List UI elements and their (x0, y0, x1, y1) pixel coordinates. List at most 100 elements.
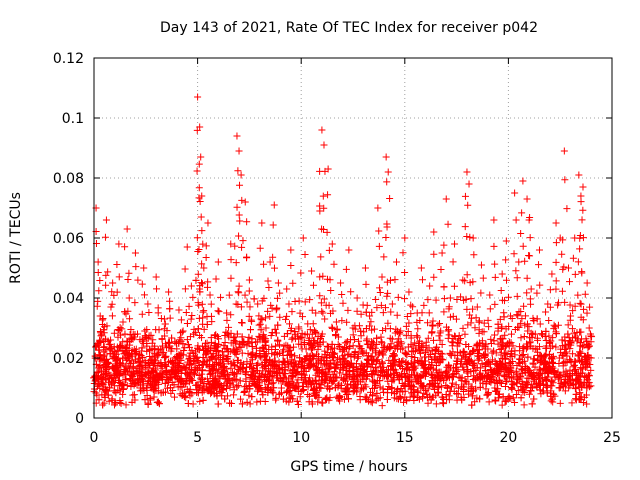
background-point (224, 379, 232, 387)
data-point-spread (377, 338, 385, 346)
data-point-spread (440, 241, 448, 249)
data-point-spread (295, 323, 303, 331)
data-point-spread (432, 296, 440, 304)
data-point-spread (375, 227, 383, 235)
background-point (442, 390, 450, 398)
data-point-spread (306, 296, 314, 304)
background-point (159, 388, 167, 396)
background-point (463, 367, 471, 375)
data-point-spread (498, 361, 506, 369)
data-point-spread (542, 359, 550, 367)
data-point-spread (529, 360, 537, 368)
background-point (196, 332, 204, 340)
data-point-spread (224, 330, 232, 338)
background-point (199, 396, 207, 404)
data-point-spread (301, 298, 309, 306)
data-point-spread (173, 362, 181, 370)
data-point-spread (436, 336, 444, 344)
data-point-spread (98, 320, 106, 328)
background-point (516, 343, 524, 351)
background-point (261, 314, 269, 322)
background-point (354, 337, 362, 345)
background-point (168, 359, 176, 367)
data-point-spread (394, 293, 402, 301)
background-point (453, 358, 461, 366)
data-point-spread (198, 300, 206, 308)
data-point-spread (571, 270, 579, 278)
data-point (567, 312, 575, 320)
data-point-spread (393, 311, 401, 319)
data-point-spread (421, 372, 429, 380)
background-point (369, 385, 377, 393)
data-point-spread (318, 307, 326, 315)
data-point-spread (108, 312, 116, 320)
data-point-spread (237, 303, 245, 311)
data-point-spread (286, 320, 294, 328)
data-point-spread (461, 223, 469, 231)
background-point (314, 358, 322, 366)
data-point-spread (309, 337, 317, 345)
background-point (495, 394, 503, 402)
background-point (482, 367, 490, 375)
data-point-spread (416, 337, 424, 345)
data-point-spread (152, 326, 160, 334)
data-point-spread (386, 195, 394, 203)
background-point (492, 397, 500, 405)
data-point-spread (530, 355, 538, 363)
data-point-spread (235, 211, 243, 219)
data-point-spread (329, 356, 337, 364)
background-point (157, 345, 165, 353)
background-point (428, 328, 436, 336)
background-point (142, 384, 150, 392)
background-point (179, 390, 187, 398)
data-point (245, 276, 253, 284)
background-point (185, 388, 193, 396)
background-point (116, 341, 124, 349)
data-point-spread (363, 340, 371, 348)
data-point (266, 258, 274, 266)
data-point (405, 288, 413, 296)
data-point-spread (111, 376, 119, 384)
data-point (486, 291, 494, 299)
data-point-spread (461, 192, 469, 200)
background-point (484, 390, 492, 398)
background-point (226, 383, 234, 391)
data-point-spread (342, 361, 350, 369)
data-point-spread (560, 263, 568, 271)
data-point-spread (530, 377, 538, 385)
background-point (436, 320, 444, 328)
data-point-spread (126, 315, 134, 323)
data-point-spread (327, 309, 335, 317)
background-point (524, 380, 532, 388)
data-point-spread (110, 291, 118, 299)
data-point-spread (576, 299, 584, 307)
background-point (142, 371, 150, 379)
data-point-spread (243, 218, 251, 226)
background-point (478, 360, 486, 368)
data-point-spread (526, 295, 534, 303)
data-point-spread (539, 364, 547, 372)
data-point-spread (354, 378, 362, 386)
background-point (577, 364, 585, 372)
background-point (464, 365, 472, 373)
data-point-spread (239, 339, 247, 347)
data-point-spread (285, 300, 293, 308)
data-point-spread (446, 349, 454, 357)
background-point (452, 381, 460, 389)
data-point-spread (377, 363, 385, 371)
data-point-spread (444, 334, 452, 342)
data-point-spread (119, 338, 127, 346)
background-point (237, 395, 245, 403)
data-point-spread (405, 319, 413, 327)
background-point (528, 333, 536, 341)
data-point-spread (387, 371, 395, 379)
data-point-spread (239, 237, 247, 245)
data-point-spread (215, 308, 223, 316)
data-point-spread (487, 339, 495, 347)
background-point (382, 304, 390, 312)
background-point (186, 388, 194, 396)
data-point-spread (290, 362, 298, 370)
data-point-spread (349, 331, 357, 339)
background-point (492, 368, 500, 376)
data-point-spread (449, 258, 457, 266)
